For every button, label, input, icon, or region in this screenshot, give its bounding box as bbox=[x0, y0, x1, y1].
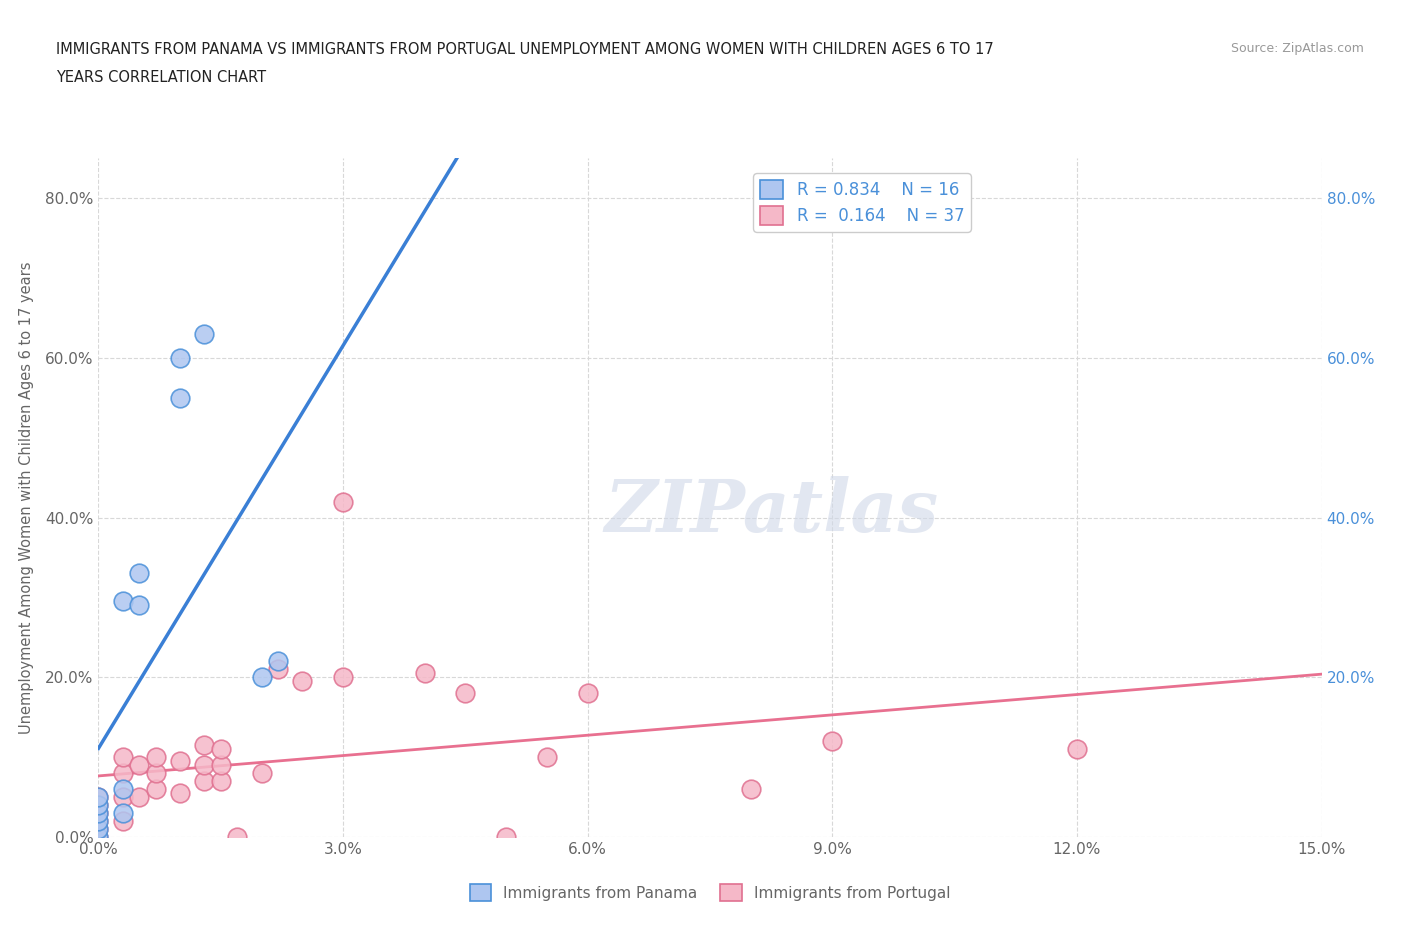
Legend: Immigrants from Panama, Immigrants from Portugal: Immigrants from Panama, Immigrants from … bbox=[464, 878, 956, 908]
Point bbox=[193, 758, 215, 773]
Point bbox=[291, 674, 314, 689]
Point bbox=[87, 821, 110, 836]
Point bbox=[87, 830, 110, 844]
Point bbox=[209, 758, 232, 773]
Point bbox=[267, 654, 290, 669]
Point bbox=[87, 798, 110, 813]
Point bbox=[267, 662, 290, 677]
Point bbox=[87, 798, 110, 813]
Point bbox=[536, 750, 558, 764]
Point bbox=[128, 758, 150, 773]
Point bbox=[193, 737, 215, 752]
Point bbox=[111, 594, 134, 609]
Point bbox=[128, 790, 150, 804]
Point bbox=[169, 786, 191, 801]
Point bbox=[250, 670, 273, 684]
Point bbox=[111, 750, 134, 764]
Point bbox=[128, 566, 150, 581]
Point bbox=[87, 830, 110, 844]
Point bbox=[821, 734, 844, 749]
Point bbox=[1066, 742, 1088, 757]
Point bbox=[87, 805, 110, 820]
Point bbox=[87, 790, 110, 804]
Point bbox=[413, 666, 436, 681]
Point bbox=[209, 742, 232, 757]
Point bbox=[250, 765, 273, 780]
Point bbox=[193, 326, 215, 341]
Point bbox=[454, 685, 477, 700]
Point bbox=[169, 753, 191, 768]
Y-axis label: Unemployment Among Women with Children Ages 6 to 17 years: Unemployment Among Women with Children A… bbox=[18, 261, 34, 734]
Point bbox=[332, 670, 354, 684]
Point bbox=[209, 774, 232, 789]
Point bbox=[111, 781, 134, 796]
Text: YEARS CORRELATION CHART: YEARS CORRELATION CHART bbox=[56, 70, 266, 85]
Point bbox=[87, 805, 110, 820]
Point bbox=[169, 391, 191, 405]
Text: Source: ZipAtlas.com: Source: ZipAtlas.com bbox=[1230, 42, 1364, 55]
Point bbox=[87, 790, 110, 804]
Point bbox=[87, 821, 110, 836]
Text: ZIPatlas: ZIPatlas bbox=[605, 475, 938, 547]
Point bbox=[495, 830, 517, 844]
Point bbox=[111, 814, 134, 829]
Point bbox=[740, 781, 762, 796]
Point bbox=[111, 765, 134, 780]
Point bbox=[87, 814, 110, 829]
Point bbox=[169, 351, 191, 365]
Point bbox=[145, 765, 167, 780]
Point bbox=[576, 685, 599, 700]
Point bbox=[332, 494, 354, 509]
Point bbox=[145, 781, 167, 796]
Point bbox=[193, 774, 215, 789]
Point bbox=[87, 814, 110, 829]
Text: IMMIGRANTS FROM PANAMA VS IMMIGRANTS FROM PORTUGAL UNEMPLOYMENT AMONG WOMEN WITH: IMMIGRANTS FROM PANAMA VS IMMIGRANTS FRO… bbox=[56, 42, 994, 57]
Point bbox=[226, 830, 249, 844]
Point bbox=[111, 805, 134, 820]
Point bbox=[111, 790, 134, 804]
Point bbox=[145, 750, 167, 764]
Point bbox=[128, 598, 150, 613]
